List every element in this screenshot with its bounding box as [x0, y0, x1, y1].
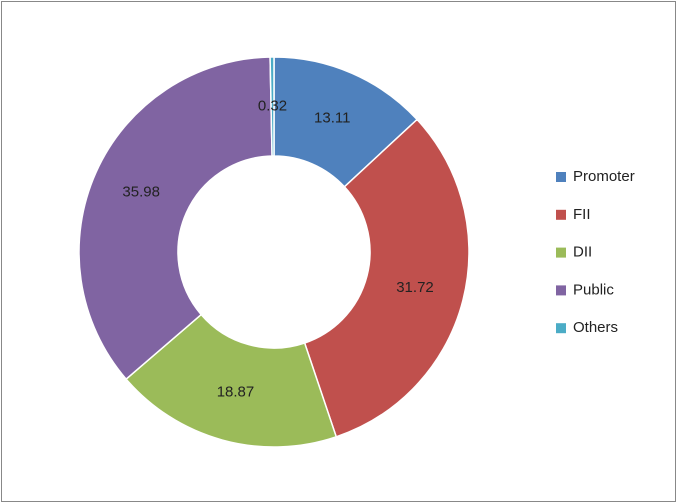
legend-label: Others [573, 319, 618, 336]
data-label: 18.87 [217, 383, 255, 400]
legend-label: DII [573, 244, 592, 261]
legend-label: Promoter [573, 168, 635, 185]
legend-label: FII [573, 206, 591, 223]
donut-slice [303, 118, 470, 438]
donut-slice [125, 313, 338, 448]
donut-slice [269, 56, 275, 157]
donut-slice [78, 56, 273, 381]
legend-label: Public [573, 281, 614, 298]
legend-swatch [556, 323, 566, 334]
legend-swatch [556, 209, 566, 220]
data-label: 0.32 [258, 97, 287, 114]
data-label: 13.11 [314, 110, 350, 127]
data-label: 35.98 [122, 184, 160, 201]
data-label: 31.72 [396, 279, 434, 296]
legend-swatch [556, 247, 566, 258]
legend-swatch [556, 285, 566, 296]
legend-swatch [556, 172, 566, 182]
